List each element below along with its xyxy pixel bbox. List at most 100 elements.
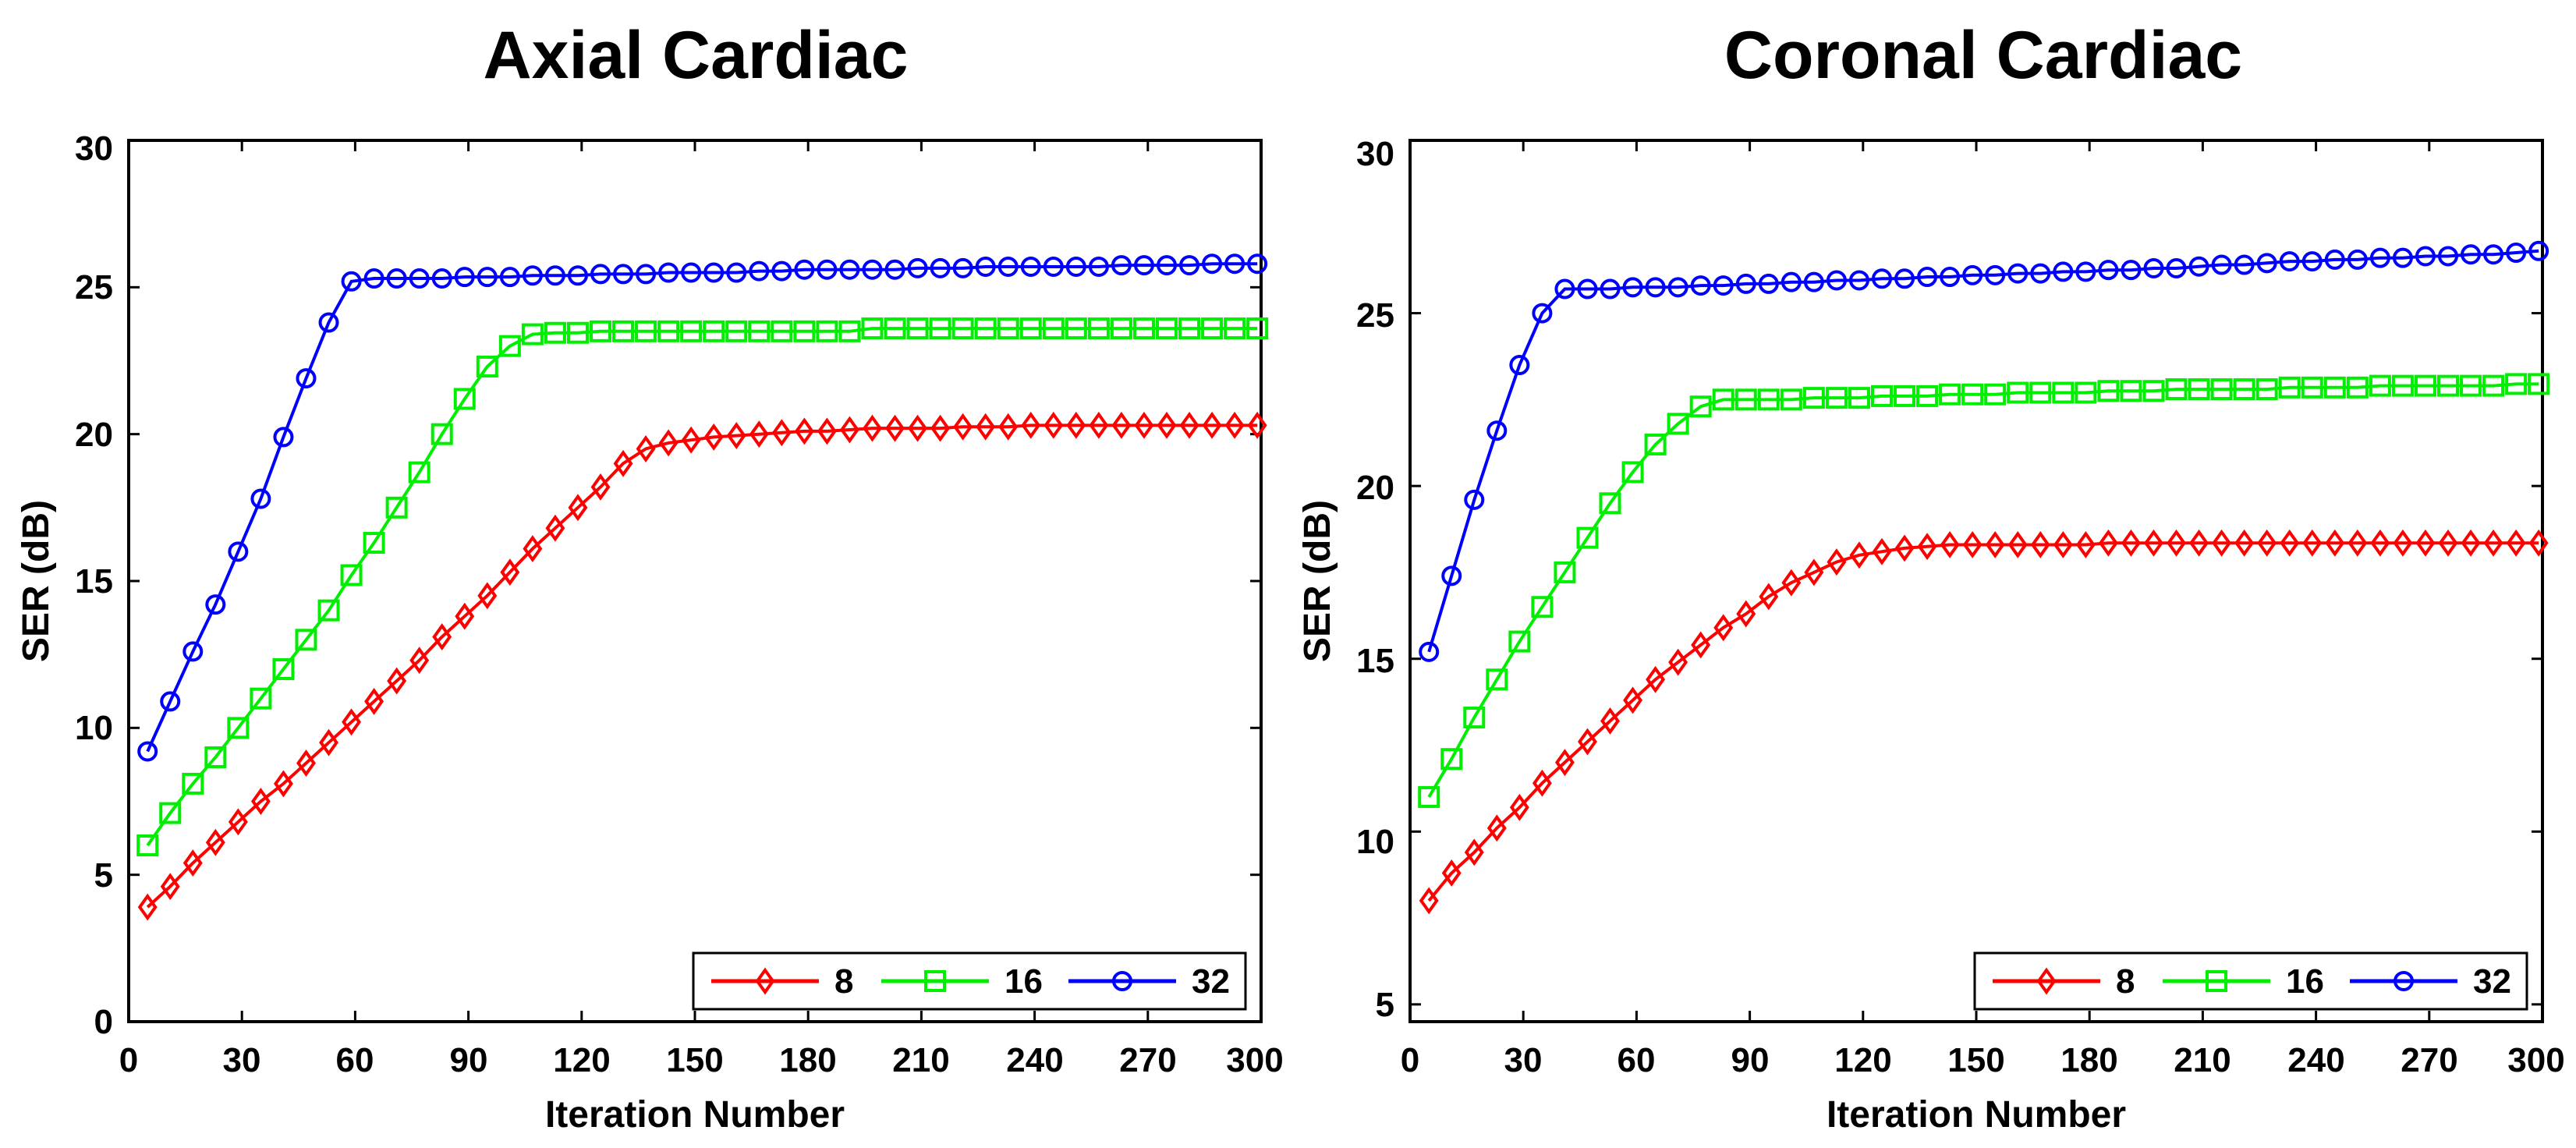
- data-point-8: [455, 602, 475, 630]
- x-tick-label: 210: [892, 1041, 949, 1079]
- legend-item: 16: [881, 962, 1043, 1001]
- y-tick-label: 15: [1356, 642, 1394, 680]
- data-point-32: [1065, 256, 1086, 277]
- data-point-16: [861, 317, 884, 340]
- data-point-16: [1178, 317, 1201, 340]
- plot-frame-axial: [127, 139, 1263, 1023]
- data-point-8: [1781, 569, 1802, 597]
- data-point-16: [1712, 388, 1734, 411]
- data-point-32: [1554, 278, 1575, 299]
- data-point-16: [657, 320, 680, 342]
- data-point-16: [906, 317, 929, 340]
- data-point-32: [1667, 277, 1688, 298]
- data-point-8: [1509, 793, 1529, 821]
- data-point-16: [1463, 707, 1486, 729]
- data-point-16: [453, 388, 476, 410]
- data-point-32: [794, 259, 815, 280]
- legend-marker-square: [2206, 970, 2227, 992]
- data-point-8: [2438, 529, 2458, 557]
- data-point-16: [1644, 433, 1667, 455]
- data-point-32: [205, 594, 226, 615]
- data-point-32: [1917, 267, 1938, 288]
- data-point-32: [1985, 264, 2006, 285]
- legend-marker-circle: [2394, 971, 2414, 991]
- x-tick-label: 240: [1006, 1041, 1063, 1079]
- data-point-32: [1872, 268, 1892, 289]
- data-point-16: [272, 658, 295, 680]
- data-point-16: [2142, 380, 2165, 402]
- x-tick-labels-coronal: 0 30 60 90 120 150 180 210 240 270 300: [1401, 1041, 2565, 1079]
- data-point-8: [771, 419, 792, 447]
- data-point-8: [1111, 411, 1132, 439]
- data-point-16: [635, 320, 657, 342]
- data-point-8: [1759, 583, 1779, 611]
- data-point-32: [1962, 264, 1983, 285]
- data-point-16: [816, 320, 838, 342]
- data-point-16: [566, 321, 589, 344]
- data-point-16: [1246, 317, 1269, 340]
- data-point-8: [1872, 537, 1892, 565]
- data-point-16: [1531, 596, 1554, 618]
- x-tick-label: 90: [1731, 1041, 1770, 1079]
- x-tick-label: 0: [1401, 1041, 1419, 1079]
- data-point-32: [499, 267, 520, 288]
- data-point-8: [2075, 531, 2096, 558]
- data-point-32: [1826, 270, 1847, 291]
- data-point-16: [2120, 380, 2142, 402]
- data-point-16: [2165, 378, 2188, 401]
- data-point-32: [2392, 247, 2413, 268]
- y-tick-label: 30: [1356, 135, 1394, 173]
- data-point-8: [364, 687, 384, 715]
- data-point-16: [1576, 526, 1599, 549]
- data-point-8: [182, 849, 203, 877]
- y-tick-label: 25: [1356, 296, 1394, 335]
- x-tick-label: 60: [1618, 1041, 1656, 1079]
- data-point-32: [1486, 420, 1508, 441]
- data-point-16: [929, 317, 951, 340]
- data-point-8: [1713, 614, 1734, 642]
- data-point-16: [2007, 381, 2029, 404]
- data-point-16: [363, 532, 385, 555]
- data-point-32: [862, 259, 883, 280]
- data-point-32: [1848, 270, 1869, 291]
- data-point-32: [228, 541, 249, 562]
- data-point-32: [1532, 303, 1553, 324]
- data-point-32: [431, 268, 452, 289]
- data-point-32: [1781, 271, 1802, 292]
- axis-ticks-coronal: [1408, 139, 2544, 1022]
- data-point-16: [1599, 492, 1621, 515]
- legend-label-8: 8: [834, 962, 853, 1001]
- data-point-16: [2052, 381, 2075, 404]
- chart-title-axial: Axial Cardiac: [484, 18, 909, 93]
- data-point-16: [2255, 378, 2278, 401]
- legend-item: 32: [1068, 962, 1230, 1001]
- data-point-32: [2461, 244, 2482, 265]
- data-point-8: [2302, 529, 2323, 557]
- y-tick-label: 10: [1356, 823, 1394, 861]
- data-point-8: [726, 422, 746, 449]
- data-point-16: [2460, 374, 2482, 397]
- data-point-32: [273, 427, 294, 448]
- data-point-8: [1554, 749, 1575, 777]
- data-point-32: [1441, 565, 1462, 586]
- data-point-16: [1621, 461, 1644, 484]
- data-point-8: [2257, 529, 2277, 557]
- data-point-32: [2188, 256, 2209, 277]
- data-point-16: [884, 317, 906, 340]
- x-tick-label: 150: [666, 1041, 723, 1079]
- data-point-16: [204, 746, 227, 768]
- data-point-32: [884, 259, 905, 280]
- data-point-8: [545, 514, 565, 542]
- data-point-8: [319, 728, 338, 756]
- data-point-8: [2506, 529, 2526, 557]
- data-point-16: [2346, 376, 2369, 399]
- data-point-32: [2030, 263, 2051, 284]
- x-tick-label: 180: [2060, 1041, 2117, 1079]
- data-point-8: [2212, 529, 2232, 557]
- data-point-16: [793, 320, 816, 342]
- legend-label-8: 8: [2116, 962, 2135, 1001]
- data-point-32: [2143, 257, 2164, 278]
- data-point-16: [1825, 387, 1848, 409]
- data-point-8: [817, 417, 837, 445]
- data-point-32: [250, 488, 271, 509]
